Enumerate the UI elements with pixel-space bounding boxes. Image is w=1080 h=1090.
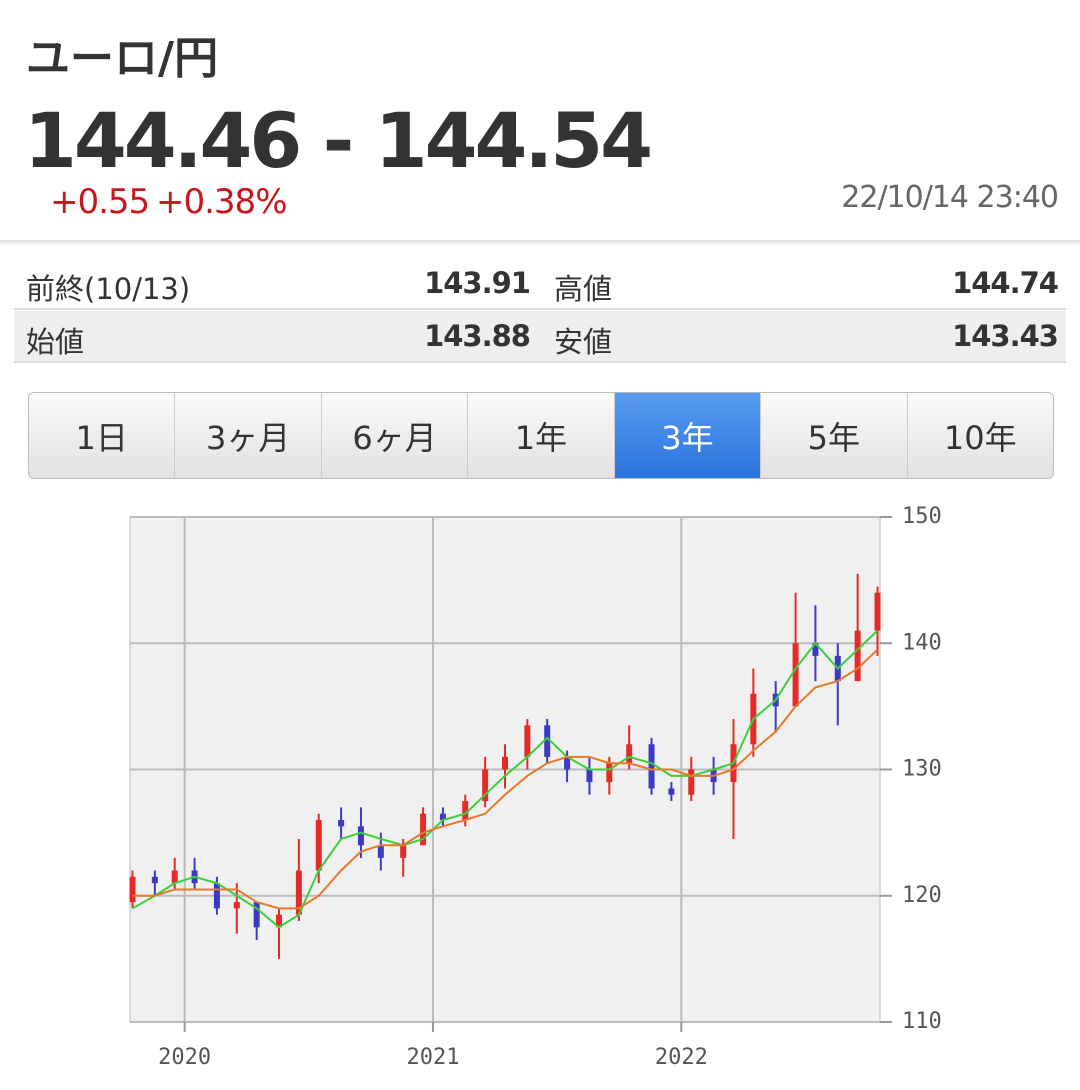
candle-body <box>233 902 240 909</box>
stat-value: 143.91 <box>424 266 531 300</box>
candle-body <box>648 744 655 789</box>
period-tab[interactable]: 10年 <box>907 393 1053 478</box>
stat-label: 安値 <box>554 325 613 359</box>
candle-body <box>295 870 302 915</box>
candle-body <box>564 756 571 770</box>
period-tab[interactable]: 3ヶ月 <box>175 393 322 478</box>
candle-body <box>315 820 322 871</box>
moving-average <box>132 648 879 910</box>
stat-label: 高値 <box>554 272 613 306</box>
candle-body <box>439 813 446 820</box>
y-tick-label: 150 <box>902 504 942 529</box>
stats-row: 前終(10/13) 143.91 高値 144.74 <box>14 258 1066 310</box>
period-tab[interactable]: 1年 <box>468 393 615 478</box>
candle-body <box>462 801 469 820</box>
candle-body <box>276 914 283 928</box>
candle-body <box>338 820 345 827</box>
pair-title: ユーロ/円 <box>26 33 219 84</box>
candle-body <box>854 630 861 682</box>
divider <box>0 240 1080 246</box>
candle-body <box>151 876 158 884</box>
y-tick-label: 130 <box>902 757 942 782</box>
stat-value: 144.74 <box>952 266 1059 300</box>
quote: 144.46 - 144.54 <box>24 96 653 185</box>
x-tick-label: 2020 <box>158 1045 211 1070</box>
x-tick-label: 2021 <box>406 1045 459 1070</box>
candle-body <box>792 643 799 707</box>
stat-value: 143.43 <box>952 319 1059 353</box>
chart: 110 120 130 140 150 2020 2021 2022 <box>129 504 942 1070</box>
y-tick-label: 110 <box>902 1009 942 1034</box>
candle-body <box>626 744 633 764</box>
period-tab[interactable]: 3年 <box>614 393 762 478</box>
candle-body <box>586 769 593 783</box>
candle-body <box>400 845 407 858</box>
candle-body <box>377 845 384 858</box>
candle-body <box>129 876 136 903</box>
candle-body <box>213 883 220 909</box>
period-tabs: 1日 3ヶ月 6ヶ月 1年 3年 5年 10年 <box>28 392 1054 479</box>
stat-label: 始値 <box>26 325 85 359</box>
y-tick-label: 120 <box>902 883 942 908</box>
candle-body <box>253 902 260 928</box>
candle-body <box>668 788 675 795</box>
change-pct: +0.38% <box>156 182 287 222</box>
candle-body <box>874 592 881 631</box>
stat-label: 前終(10/13) <box>26 272 191 306</box>
timestamp: 22/10/14 23:40 <box>841 180 1059 215</box>
period-tab[interactable]: 1日 <box>29 393 176 478</box>
candle-body <box>544 725 551 757</box>
candle-body <box>502 756 508 770</box>
stat-value: 143.88 <box>424 319 531 353</box>
stats-row: 始値 143.88 安値 143.43 <box>14 311 1066 363</box>
change: +0.55 <box>50 182 150 222</box>
x-tick-label: 2022 <box>655 1045 708 1070</box>
period-tab[interactable]: 6ヶ月 <box>321 393 469 478</box>
candle-body <box>688 769 695 795</box>
period-tab[interactable]: 5年 <box>761 393 908 478</box>
y-tick-label: 140 <box>902 630 942 655</box>
candle-body <box>420 813 427 846</box>
candle-body <box>357 826 364 846</box>
moving-average <box>131 629 879 929</box>
candle-body <box>606 763 613 783</box>
candle-body <box>524 725 531 757</box>
candle-body <box>482 769 489 802</box>
candle-body <box>812 643 819 656</box>
candle-body <box>171 870 178 884</box>
